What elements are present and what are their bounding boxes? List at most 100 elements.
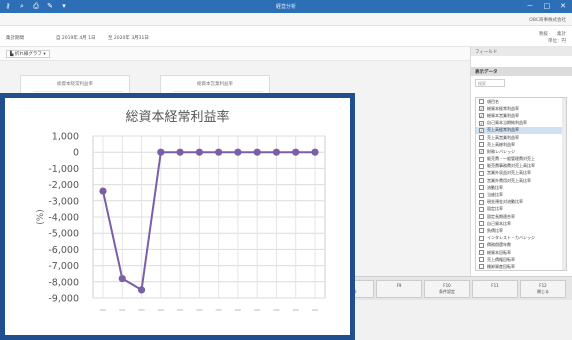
field-checkbox[interactable] [479,228,484,234]
field-label: 売上高総利益率 [487,141,515,147]
tax-setting: 税抜 集計 [539,32,566,37]
pencil-icon[interactable]: ✎ [47,2,53,10]
field-checkbox[interactable] [479,156,484,162]
field-label: 当座比率 [487,192,503,198]
chevron-down-icon: ▾ [43,52,46,57]
field-item[interactable]: ✓ 売上高経常利益率 [476,126,566,134]
field-checkbox[interactable]: ✓ [479,120,484,126]
field-item[interactable]: ✓ 自己資本当期純利益率 [476,120,566,127]
field-label: 棚卸資産回転率 [487,263,515,269]
maximize-button[interactable]: □ [543,2,551,10]
field-checkbox[interactable] [479,135,484,141]
data-point [99,187,107,195]
field-checkbox[interactable] [479,199,484,205]
panel-header: フィールド [471,47,572,56]
y-tick-label: 0 [73,148,79,159]
field-label: 自己資本比率 [487,220,511,226]
field-checkbox[interactable] [479,235,484,241]
field-checkbox[interactable] [479,257,484,263]
field-item[interactable]: 営業外費用対売上高比率 [476,177,566,184]
line-chart: 1,000 0 -1,000 -2,000 -3,000 -4,000 -5,000 -6,0… [36,132,326,311]
field-item[interactable]: 販売費・一般管理費対売上 [476,156,566,163]
field-checkbox[interactable] [479,99,484,105]
field-label: 自己資本当期純利益率 [487,120,527,126]
field-label: 総資本営業利益率 [487,112,519,118]
field-item[interactable]: 流動比率 [476,184,566,191]
period-row: 集計期間 自 2019年 4月 1日 至 2020年 3月31日 税抜 集計 単… [0,27,572,47]
field-checkbox[interactable] [479,178,484,184]
field-label: 財務レバレッジ [487,148,515,154]
fkey-f12-button[interactable]: F12 閉じる [520,280,566,298]
field-checkbox[interactable]: ✓ [479,127,484,133]
field-checkbox[interactable]: ✓ [479,149,484,155]
field-item[interactable]: 販売費事務費対売上高比率 [476,163,566,170]
key-icon[interactable]: ⚷ [5,2,11,10]
minimize-button[interactable]: － [526,2,534,10]
field-checkbox[interactable] [479,214,484,220]
field-item[interactable]: ✓ 財務レバレッジ [476,148,566,155]
period-from[interactable]: 自 2019年 4月 1日 [56,36,96,41]
y-tick-label: -2,000 [48,180,79,191]
field-item[interactable]: 営業外収益対売上高比率 [476,170,566,177]
data-point [215,148,223,156]
field-checkbox[interactable] [479,264,484,270]
field-checkbox[interactable] [479,170,484,176]
y-tick-label: -9,000 [48,294,79,305]
field-list: 項目名 ✓ 総資本経常利益率 ✓ 総資本営業利益率 ✓ 自己資本当期純利益率 ✓ 売上高経常利益… [475,97,567,271]
field-checkbox[interactable]: ✓ [479,106,484,112]
field-checkbox[interactable] [479,163,484,169]
fkey-label: 条件設定 [439,289,455,294]
field-checkbox[interactable] [479,221,484,227]
field-item[interactable]: 当座比率 [476,191,566,198]
fkey-f11-button[interactable]: F11 [472,280,518,298]
field-item[interactable]: 固定長期適合率 [476,213,566,220]
unit-label: 単位：円 [548,39,566,44]
field-item[interactable]: 総資本回転率 [476,249,566,256]
field-item[interactable]: 現金預金対流動比率 [476,199,566,206]
field-item[interactable]: 項目名 [476,98,566,105]
field-label: 債務償還年数 [487,242,511,248]
close-button[interactable]: ✕ [560,2,566,10]
dropdown-icon[interactable]: ▾ [62,2,66,10]
print-icon[interactable]: ⎙ [33,2,39,10]
field-item[interactable]: ✓ 総資本営業利益率 [476,112,566,119]
field-label: 売上債権回転率 [487,256,515,262]
field-item[interactable]: 自己資本比率 [476,220,566,227]
field-item[interactable]: 負債比率 [476,227,566,234]
title-bar: ⚷ ⌕ ⎙ ✎ ▾ 経営分析 － □ ✕ [0,0,572,13]
fkey-f10-button[interactable]: F10 条件設定 [424,280,470,298]
chart-type-select[interactable]: ▙ 折れ線グラフ ▾ [6,50,50,58]
field-item[interactable]: 売上債権回転率 [476,256,566,263]
data-point [253,148,261,156]
field-checkbox[interactable] [479,250,484,256]
field-checkbox[interactable]: ✓ [479,113,484,119]
field-search-input[interactable]: 検索 [475,79,505,87]
period-to[interactable]: 至 2020年 3月31日 [108,36,149,41]
field-item[interactable]: 売上高営業利益率 [476,134,566,141]
y-tick-label: -8,000 [48,277,79,288]
field-checkbox[interactable] [479,192,484,198]
field-item[interactable]: インタレスト・カバレッジ [476,235,566,242]
field-panel: フィールド 表示データ 検索 項目名 ✓ 総資本経常利益率 ✓ 総資本営業利益率 ✓ 自己資… [470,47,572,276]
company-name: OBC商事株式会社 [529,18,566,23]
fkey-f9-button[interactable]: F9 [376,280,422,298]
search-icon[interactable]: ⌕ [20,2,24,10]
field-item[interactable]: 固定比率 [476,206,566,213]
quick-toolbar: ⚷ ⌕ ⎙ ✎ ▾ [4,2,68,10]
field-item[interactable]: 棚卸資産回転率 [476,263,566,270]
field-label: 売上高営業利益率 [487,134,519,140]
field-checkbox[interactable] [479,206,484,212]
field-label: 項目名 [487,98,499,104]
field-checkbox[interactable] [479,142,484,148]
field-item[interactable]: 債務償還年数 [476,242,566,249]
field-checkbox[interactable] [479,185,484,191]
chart-title: 総資本経常利益率 [125,110,230,125]
fkey-key: F9 [396,283,402,288]
field-item[interactable]: 売上高総利益率 [476,141,566,148]
data-point [118,274,126,283]
field-list-scrollbar[interactable] [562,98,566,270]
field-item[interactable]: ✓ 総資本経常利益率 [476,105,566,112]
y-tick-label: -3,000 [48,196,79,207]
mini-chart-title: 総資本営業利益率 [197,82,233,87]
field-checkbox[interactable] [479,242,484,248]
